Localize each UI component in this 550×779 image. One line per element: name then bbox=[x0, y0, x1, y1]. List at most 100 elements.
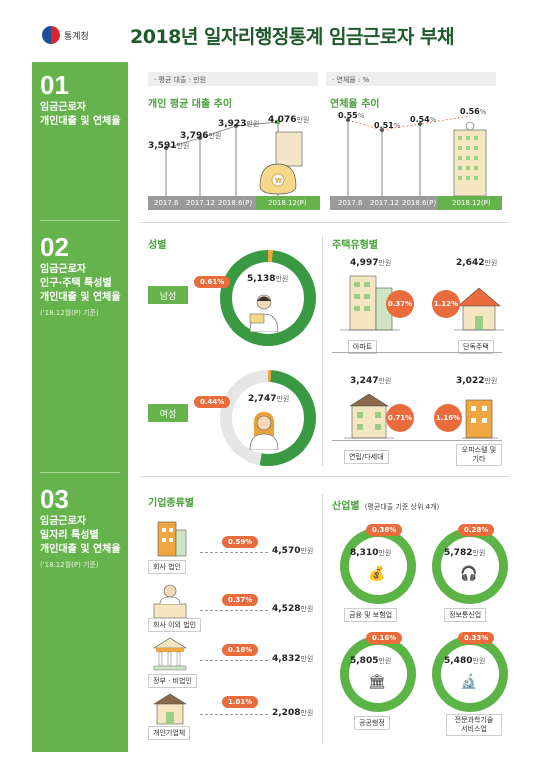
male-tag: 남성 bbox=[148, 286, 188, 304]
industry-heading: 산업별 (평균대출 기준 상위 4개) bbox=[332, 494, 439, 513]
company-amount-2: 4,528만원 bbox=[272, 604, 314, 614]
loan-axis-highlight bbox=[256, 196, 320, 210]
org-name: 통계청 bbox=[64, 31, 89, 42]
logo-icon bbox=[42, 26, 60, 44]
sidebar bbox=[32, 62, 128, 752]
delinq-value-1: 0.55% bbox=[338, 111, 365, 120]
svg-text:₩: ₩ bbox=[275, 177, 282, 185]
delinq-value-4: 0.56% bbox=[460, 107, 487, 116]
company-title: 기업종류별 bbox=[148, 498, 194, 509]
column-divider bbox=[322, 494, 323, 744]
house-icon bbox=[454, 287, 504, 331]
section-title: 임금근로자 인구·주택 특성별 개인대출 및 연체율 bbox=[40, 264, 121, 303]
housing-label-villa: 연립/다세대 bbox=[344, 450, 389, 464]
industry-label-2: 정보통신업 bbox=[444, 608, 487, 622]
delinq-unit-bar: · 연체율 : % bbox=[326, 72, 496, 86]
housing-amount-villa: 3,247만원 bbox=[350, 376, 392, 386]
delinq-tick: 2017.12 bbox=[370, 199, 399, 207]
microscope-icon: 🔬 bbox=[460, 674, 478, 690]
loan-value-4: 4,076만원 bbox=[268, 115, 310, 125]
industry-ring-4 bbox=[432, 636, 508, 712]
delinq-value-3: 0.54% bbox=[410, 115, 437, 124]
industry-rate-3: 0.16% bbox=[366, 632, 403, 644]
female-worker-icon bbox=[249, 412, 279, 450]
housing-label-officetel: 오피스텔 및 기타 bbox=[456, 444, 502, 466]
company-leader-2 bbox=[200, 610, 268, 611]
delinq-axis-highlight bbox=[438, 196, 502, 210]
male-worker-icon bbox=[249, 294, 279, 332]
company-rate-2: 0.37% bbox=[222, 594, 259, 606]
company-leader-1 bbox=[200, 552, 268, 553]
female-amount: 2,747만원 bbox=[248, 394, 290, 404]
male-amount: 5,138만원 bbox=[247, 274, 289, 284]
loan-tick: 2017.12 bbox=[186, 199, 215, 207]
industry-subtitle: (평균대출 기준 상위 4개) bbox=[364, 503, 440, 511]
housing-label-house: 단독주택 bbox=[458, 340, 494, 354]
industry-amount-4: 5,480만원 bbox=[444, 656, 486, 666]
corporation-icon bbox=[157, 521, 187, 557]
industry-amount-3: 5,805만원 bbox=[350, 656, 392, 666]
delinq-point bbox=[380, 128, 384, 132]
loan-point bbox=[198, 136, 202, 140]
housing-amount-house: 2,642만원 bbox=[456, 258, 498, 268]
section-divider bbox=[40, 220, 120, 221]
company-leader-4 bbox=[200, 714, 268, 715]
org-logo: 통계청 bbox=[42, 26, 89, 44]
section-title: 임금근로자 개인대출 및 연체율 bbox=[40, 102, 121, 127]
section-2-heading: 02 임금근로자 인구·주택 특성별 개인대출 및 연체율 ('18.12월(P) … bbox=[40, 232, 126, 318]
page-title: 2018년 일자리행정통계 임금근로자 부채 bbox=[130, 26, 454, 48]
female-tag: 여성 bbox=[148, 404, 188, 422]
housing-rate-apt: 0.37% bbox=[386, 290, 414, 318]
loan-value-3: 3,923만원 bbox=[218, 119, 260, 129]
column-divider bbox=[322, 236, 323, 466]
housing-row-line bbox=[332, 440, 502, 441]
loan-point bbox=[234, 124, 238, 128]
delinq-point bbox=[346, 118, 350, 122]
industry-ring-2 bbox=[432, 528, 508, 604]
company-label-1: 회사 법인 bbox=[148, 560, 186, 574]
loan-tick: 2018.6(P) bbox=[218, 199, 253, 207]
company-amount-3: 4,832만원 bbox=[272, 654, 314, 664]
housing-rate-officetel: 1.16% bbox=[434, 404, 462, 432]
company-label-4: 개인기업체 bbox=[148, 726, 191, 740]
industry-rate-2: 0.28% bbox=[458, 524, 495, 536]
industry-amount-2: 5,782만원 bbox=[444, 548, 486, 558]
company-rate-3: 0.18% bbox=[222, 644, 259, 656]
section-1-heading: 01 임금근로자 개인대출 및 연체율 bbox=[40, 70, 126, 129]
loan-chart: ₩ bbox=[148, 119, 320, 210]
section-number: 02 bbox=[40, 232, 69, 262]
loan-chart-title: 개인 평균 대출 추이 bbox=[148, 99, 233, 110]
company-amount-4: 2,208만원 bbox=[272, 708, 314, 718]
loan-unit-bar: · 평균 대출 : 만원 bbox=[148, 72, 318, 86]
section-title: 임금근로자 일자리 특성별 개인대출 및 연체율 bbox=[40, 516, 121, 555]
delinq-chart bbox=[330, 115, 502, 210]
company-rate-4: 1.01% bbox=[222, 696, 259, 708]
industry-ring-3 bbox=[340, 636, 416, 712]
public-admin-icon: 🏛 bbox=[368, 674, 386, 690]
loan-tick: 2018.12(P) bbox=[268, 199, 307, 207]
company-label-2: 회사 이외 법인 bbox=[148, 618, 202, 632]
industry-rate-1: 0.38% bbox=[366, 524, 403, 536]
government-icon bbox=[152, 637, 188, 671]
loan-tick: 2017.6 bbox=[154, 199, 179, 207]
delinq-tick: 2018.12(P) bbox=[452, 199, 491, 207]
housing-row-line bbox=[332, 352, 502, 353]
industry-amount-1: 8,310만원 bbox=[350, 548, 392, 558]
loan-point bbox=[275, 119, 281, 125]
housing-label-apt: 아파트 bbox=[348, 340, 378, 354]
delinq-value-2: 0.51% bbox=[374, 121, 401, 130]
delinq-point bbox=[418, 122, 422, 126]
delinq-chart-title: 연체율 추이 bbox=[330, 99, 380, 110]
money-bag-icon: ₩ bbox=[259, 131, 303, 195]
section-number: 01 bbox=[40, 70, 69, 100]
section-divider-1 bbox=[140, 222, 510, 223]
housing-amount-officetel: 3,022만원 bbox=[456, 376, 498, 386]
industry-ring-1 bbox=[340, 528, 416, 604]
housing-rate-villa: 0.71% bbox=[386, 404, 414, 432]
housing-rate-house: 1.12% bbox=[432, 290, 460, 318]
female-rate-badge: 0.44% bbox=[194, 396, 231, 408]
villa-icon bbox=[344, 393, 394, 439]
section-divider-2 bbox=[140, 476, 510, 477]
officetel-icon bbox=[462, 399, 498, 439]
housing-amount-apt: 4,997만원 bbox=[350, 258, 392, 268]
